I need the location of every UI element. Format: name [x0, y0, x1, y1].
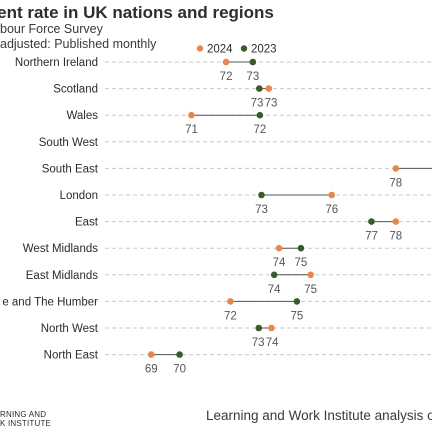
point-2024-london — [328, 191, 336, 199]
point-2023-london — [258, 191, 265, 199]
point-2023-north-west — [255, 324, 263, 332]
value-label-2023-north-east: 70 — [173, 364, 186, 376]
legend-label-2023: 2023 — [251, 44, 277, 56]
point-2023-wales — [256, 111, 264, 119]
point-2023-east — [368, 218, 375, 225]
point-2024-north-east — [147, 351, 155, 358]
legend-marker-2024 — [196, 45, 204, 52]
logo-text-line-1: RNING AND — [0, 410, 47, 419]
logo-text-line-2: K INSTITUTE — [0, 419, 52, 428]
source-note: Learning and Work Institute analysis of — [206, 408, 432, 423]
point-2024-north-west — [268, 324, 275, 332]
value-label-2023-london: 73 — [255, 204, 268, 216]
value-label-2023-scotland: 73 — [251, 98, 264, 110]
point-2024-south-east — [392, 165, 400, 172]
value-label-2024-northern-ireland: 72 — [220, 71, 233, 83]
value-label-2023-northern-ireland: 73 — [246, 71, 259, 83]
value-label-2024-north-east: 69 — [145, 364, 158, 376]
value-label-2024-london: 76 — [325, 204, 338, 216]
category-label-west-midlands: West Midlands — [23, 243, 98, 255]
category-label-north-west: North West — [41, 323, 99, 335]
category-label-north-east: North East — [44, 350, 99, 362]
chart-subtitle-source: bour Force Survey — [0, 22, 103, 36]
value-label-2024-west-midlands: 74 — [273, 257, 286, 269]
legend-marker-2023 — [240, 45, 248, 52]
value-label-2023-east-midlands: 74 — [268, 284, 281, 296]
point-2023-e-and-the-humber — [293, 298, 301, 305]
value-label-2023-wales: 72 — [253, 124, 266, 136]
category-label-northern-ireland: Northern Ireland — [15, 57, 98, 69]
point-2023-east-midlands — [270, 271, 278, 279]
point-2024-scotland — [265, 85, 273, 92]
value-label-2024-scotland: 73 — [265, 98, 278, 110]
value-label-2023-e-and-the-humber: 75 — [290, 310, 303, 322]
category-label-east: East — [75, 217, 99, 229]
point-2024-west-midlands — [275, 244, 283, 252]
value-label-2024-north-west: 74 — [266, 337, 279, 349]
point-2024-east — [392, 218, 400, 225]
point-2023-northern-ireland — [249, 58, 257, 66]
value-label-2024-wales: 71 — [185, 124, 198, 136]
category-label-e-and-the-humber: e and The Humber — [2, 296, 98, 308]
point-2023-scotland — [256, 85, 263, 92]
legend-label-2024: 2024 — [207, 44, 233, 56]
value-label-2024-east: 78 — [389, 231, 402, 243]
point-2024-east-midlands — [307, 271, 314, 279]
value-label-2023-east: 77 — [365, 231, 378, 243]
point-2024-northern-ireland — [222, 58, 230, 66]
value-label-2023-west-midlands: 75 — [295, 257, 308, 269]
category-label-east-midlands: East Midlands — [26, 270, 98, 282]
point-2023-west-midlands — [297, 244, 305, 252]
point-2024-e-and-the-humber — [227, 298, 234, 305]
value-label-2023-north-west: 73 — [252, 337, 265, 349]
point-2023-north-east — [176, 351, 183, 358]
value-label-2024-south-east: 78 — [389, 177, 402, 189]
point-2024-wales — [188, 111, 195, 119]
chart-title: ment rate in UK nations and regions — [0, 3, 274, 22]
category-label-south-west: South West — [39, 137, 99, 149]
category-label-london: London — [60, 190, 98, 202]
category-label-wales: Wales — [66, 110, 98, 122]
value-label-2024-e-and-the-humber: 72 — [224, 310, 237, 322]
chart-subtitle-adjustment: adjusted: Published monthly — [0, 37, 157, 51]
category-label-south-east: South East — [42, 163, 99, 175]
category-label-scotland: Scotland — [53, 84, 98, 96]
value-label-2024-east-midlands: 75 — [304, 284, 317, 296]
